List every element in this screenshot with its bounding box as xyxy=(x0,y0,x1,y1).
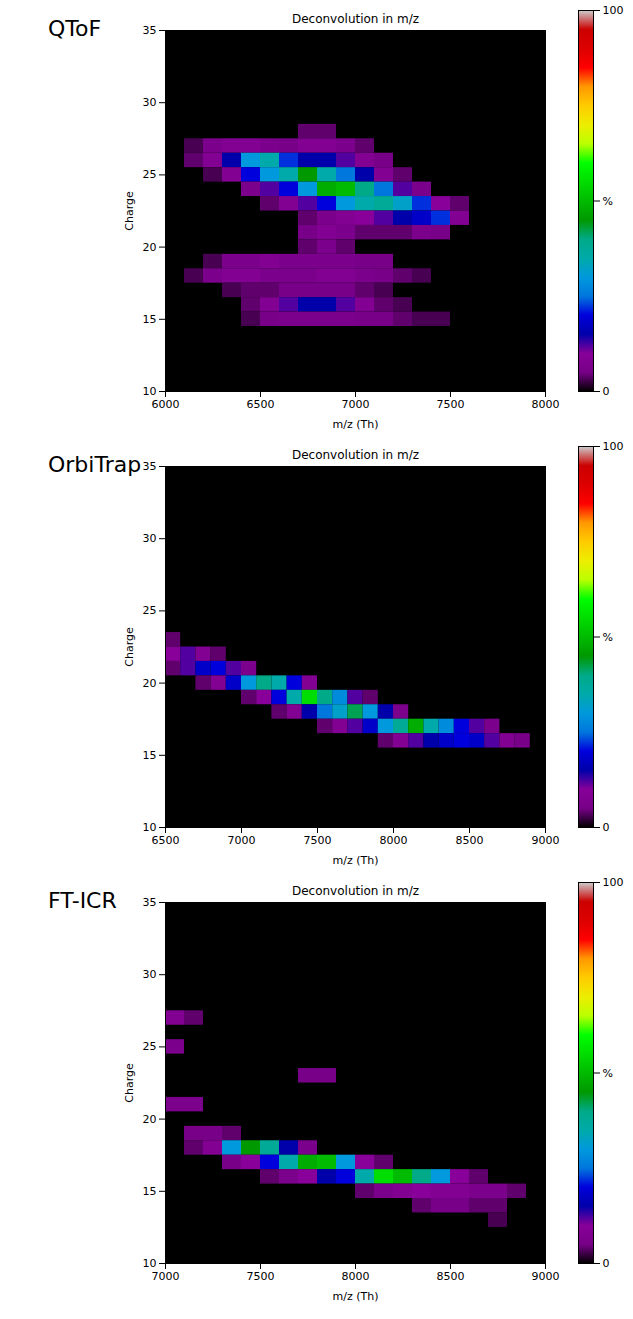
svg-text:7500: 7500 xyxy=(304,834,332,847)
svg-text:25: 25 xyxy=(143,1040,157,1053)
svg-text:15: 15 xyxy=(143,1185,157,1198)
svg-text:%: % xyxy=(603,631,613,644)
svg-text:Deconvolution in m/z: Deconvolution in m/z xyxy=(292,12,419,26)
svg-text:7500: 7500 xyxy=(247,1270,275,1283)
svg-text:9000: 9000 xyxy=(532,1270,560,1283)
svg-text:m/z (Th): m/z (Th) xyxy=(333,854,379,867)
svg-text:%: % xyxy=(603,1067,613,1080)
svg-text:10: 10 xyxy=(143,385,157,398)
svg-text:10: 10 xyxy=(143,821,157,834)
svg-text:7000: 7000 xyxy=(228,834,256,847)
svg-text:25: 25 xyxy=(143,604,157,617)
svg-text:Charge: Charge xyxy=(123,191,136,231)
svg-text:30: 30 xyxy=(143,968,157,981)
svg-text:8500: 8500 xyxy=(456,834,484,847)
svg-text:Charge: Charge xyxy=(123,1063,136,1103)
svg-text:20: 20 xyxy=(143,677,157,690)
svg-text:30: 30 xyxy=(143,96,157,109)
svg-text:8000: 8000 xyxy=(380,834,408,847)
svg-text:m/z (Th): m/z (Th) xyxy=(333,1290,379,1303)
svg-text:25: 25 xyxy=(143,168,157,181)
svg-text:35: 35 xyxy=(143,24,157,37)
svg-text:Deconvolution in m/z: Deconvolution in m/z xyxy=(292,884,419,898)
svg-text:8500: 8500 xyxy=(437,1270,465,1283)
svg-text:7000: 7000 xyxy=(152,1270,180,1283)
svg-text:7000: 7000 xyxy=(342,398,370,411)
svg-text:20: 20 xyxy=(143,241,157,254)
svg-text:100: 100 xyxy=(603,4,624,17)
svg-text:8000: 8000 xyxy=(342,1270,370,1283)
svg-text:7500: 7500 xyxy=(437,398,465,411)
svg-text:15: 15 xyxy=(143,749,157,762)
svg-text:35: 35 xyxy=(143,896,157,909)
html-text:QToF: QToF xyxy=(48,16,102,41)
svg-text:10: 10 xyxy=(143,1257,157,1270)
svg-text:%: % xyxy=(603,195,613,208)
svg-text:15: 15 xyxy=(143,313,157,326)
svg-text:6000: 6000 xyxy=(152,398,180,411)
svg-text:0: 0 xyxy=(603,821,610,834)
svg-text:6500: 6500 xyxy=(152,834,180,847)
svg-text:9000: 9000 xyxy=(532,834,560,847)
html-text:OrbiTrap: OrbiTrap xyxy=(48,452,142,477)
svg-text:8000: 8000 xyxy=(532,398,560,411)
svg-text:Deconvolution in m/z: Deconvolution in m/z xyxy=(292,448,419,462)
svg-text:20: 20 xyxy=(143,1113,157,1126)
svg-text:30: 30 xyxy=(143,532,157,545)
svg-text:35: 35 xyxy=(143,460,157,473)
svg-text:100: 100 xyxy=(603,440,624,453)
html-text:FT-ICR: FT-ICR xyxy=(48,888,117,913)
svg-text:Charge: Charge xyxy=(123,627,136,667)
svg-text:0: 0 xyxy=(603,1257,610,1270)
svg-text:0: 0 xyxy=(603,385,610,398)
svg-text:m/z (Th): m/z (Th) xyxy=(333,418,379,431)
svg-text:100: 100 xyxy=(603,876,624,889)
svg-text:6500: 6500 xyxy=(247,398,275,411)
